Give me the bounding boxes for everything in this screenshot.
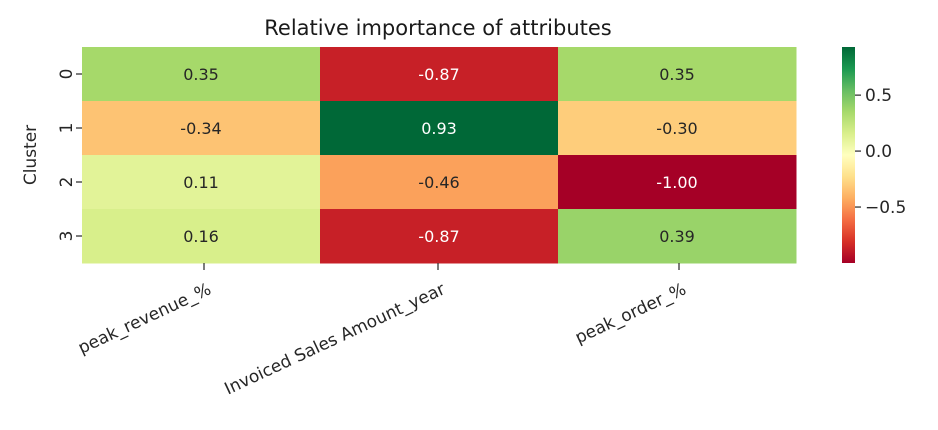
colorbar-tick-label: −0.5	[865, 198, 906, 218]
y-tick-label: 2	[57, 177, 77, 188]
cell-value-label: -1.00	[656, 173, 697, 192]
heatmap-cell	[320, 209, 559, 264]
cell-value-label: -0.30	[656, 119, 697, 138]
chart-title: Relative importance of attributes	[264, 16, 611, 40]
y-tick-label: 1	[57, 123, 77, 134]
cell-value-label: 0.35	[659, 65, 695, 84]
cell-value-label: 0.11	[183, 173, 219, 192]
heatmap-cell	[82, 209, 321, 264]
heatmap-cell	[82, 101, 321, 156]
cell-value-label: -0.87	[418, 65, 459, 84]
colorbar-tick-label: 0.0	[865, 142, 892, 162]
heatmap-cell	[320, 47, 559, 102]
heatmap-cell	[558, 47, 797, 102]
cell-value-label: 0.93	[421, 119, 457, 138]
y-tick-label: 0	[57, 69, 77, 80]
cell-value-label: -0.46	[418, 173, 459, 192]
cell-value-label: -0.87	[418, 227, 459, 246]
x-tick-label: Invoiced Sales Amount_year	[222, 279, 449, 399]
heatmap-cell	[82, 47, 321, 102]
heatmap-cell	[558, 155, 797, 210]
y-axis-ticks: 0 1 2 3	[57, 69, 82, 242]
y-axis-label: Cluster	[21, 125, 41, 185]
heatmap-cells: 0.35 -0.87 0.35 -0.34 0.93 -0.30 0.11 -0.46 -1.0…	[82, 47, 797, 264]
heatmap-cell	[320, 155, 559, 210]
cell-value-label: 0.39	[659, 227, 695, 246]
cell-value-label: 0.35	[183, 65, 219, 84]
heatmap-cell	[558, 209, 797, 264]
heatmap-cell	[82, 155, 321, 210]
colorbar-tick-label: 0.5	[865, 86, 892, 106]
cell-value-label: 0.16	[183, 227, 219, 246]
x-tick-label: peak_order_%	[572, 279, 689, 348]
heatmap-cell	[558, 101, 797, 156]
heatmap-cell	[320, 101, 559, 156]
x-axis-ticks: peak_revenue_% Invoiced Sales Amount_year…	[75, 263, 689, 399]
x-tick-label: peak_revenue_%	[75, 279, 214, 358]
colorbar-ticks: 0.5 0.0 −0.5	[855, 86, 906, 218]
colorbar	[842, 47, 855, 263]
cell-value-label: -0.34	[180, 119, 221, 138]
y-tick-label: 3	[57, 231, 77, 242]
